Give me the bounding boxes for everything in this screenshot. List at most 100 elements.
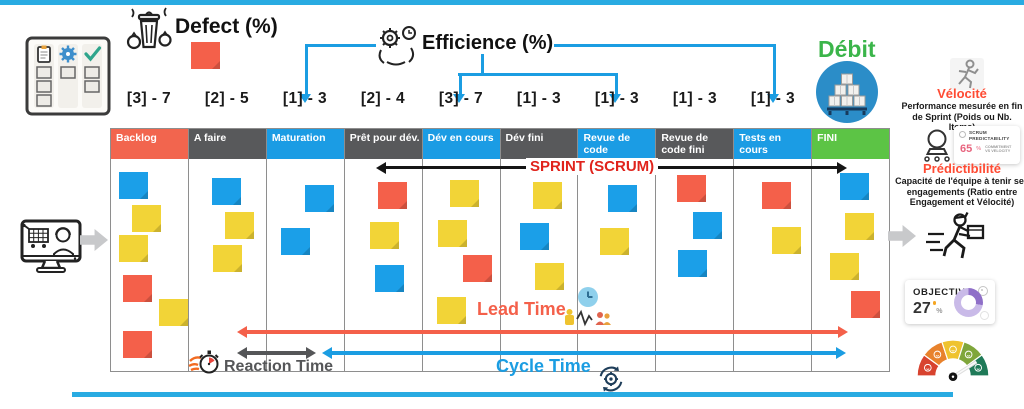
clock-icon — [577, 286, 599, 308]
sticky-note[interactable] — [123, 331, 152, 358]
kanban-board-icon — [25, 36, 111, 116]
objective-subcircle-icon — [980, 311, 989, 320]
stopwatch-icon — [188, 348, 220, 376]
cycle-time-arrowhead-left — [322, 347, 332, 359]
column-header: Backlog — [111, 129, 188, 159]
column-header: A faire — [188, 129, 266, 159]
sticky-note[interactable] — [370, 222, 399, 249]
sticky-note[interactable] — [437, 297, 466, 324]
top-divider — [0, 0, 1024, 5]
velocity-runner-icon — [950, 58, 984, 90]
objective-donut-chart — [954, 288, 983, 317]
reaction-time-arrowhead-right — [306, 347, 316, 359]
sticky-note[interactable] — [213, 245, 242, 272]
lead-time-label: Lead Time — [477, 299, 566, 319]
sticky-note[interactable] — [600, 228, 629, 255]
sticky-note[interactable] — [119, 172, 148, 199]
column-header: Maturation — [266, 129, 344, 159]
column-header: Revue de code — [578, 129, 656, 159]
predictability-widget-title: SCRUM PREDICTABILITY — [969, 130, 1010, 141]
cycle-time-arrowhead-right — [836, 347, 846, 359]
lead-time-arrow — [246, 330, 839, 334]
sticky-note[interactable] — [123, 275, 152, 302]
sticky-note[interactable] — [677, 175, 706, 202]
sticky-note[interactable] — [840, 173, 869, 200]
sticky-notes-layer — [110, 128, 890, 372]
sticky-note[interactable] — [119, 235, 148, 262]
sticky-note[interactable] — [225, 212, 254, 239]
sticky-note[interactable] — [851, 291, 880, 318]
predictability-value: 65 — [960, 143, 973, 156]
wip-limit: [1] - 3 — [282, 90, 328, 107]
sticky-note[interactable] — [608, 185, 637, 212]
sticky-note[interactable] — [535, 263, 564, 290]
trash-defect-icon — [126, 6, 172, 52]
sticky-note[interactable] — [533, 182, 562, 209]
sticky-note[interactable] — [305, 185, 334, 212]
efficience-connector-left-drop — [304, 44, 308, 94]
efficience-connector-mid — [458, 73, 618, 76]
wip-limit: [3] - 7 — [126, 90, 172, 107]
column-header: Dév en cours — [422, 129, 500, 159]
team-activity-icons — [564, 308, 612, 328]
sticky-note[interactable] — [132, 205, 161, 232]
sticky-note[interactable] — [845, 213, 874, 240]
wip-limit: [2] - 4 — [360, 90, 406, 107]
efficience-arrowhead-revue-de-code — [609, 94, 621, 103]
process-gears-icon — [596, 364, 626, 394]
predictability-caption: COMMITMENT VS VELOCITY — [985, 144, 1012, 154]
sticky-note[interactable] — [378, 182, 407, 209]
sticky-note[interactable] — [520, 223, 549, 250]
lead-time-arrowhead-right — [838, 326, 848, 338]
efficience-arrowhead-maturation — [299, 94, 311, 103]
predictability-unit: % — [976, 146, 982, 153]
wip-limit: [1] - 3 — [594, 90, 640, 107]
column-header: Revue de code fini — [656, 129, 734, 159]
sticky-note[interactable] — [772, 227, 801, 254]
objective-value: 27 — [913, 300, 931, 317]
predictability-desc: Capacité de l'équipe à tenir ses engagem… — [895, 176, 1024, 208]
sticky-note[interactable] — [438, 220, 467, 247]
reaction-time-arrowhead-left — [237, 347, 247, 359]
efficience-connector-mid-stem — [481, 54, 484, 75]
efficience-arrowhead-tests-en-cours — [767, 94, 779, 103]
sticky-note[interactable] — [693, 212, 722, 239]
wip-limit: [3] - 7 — [438, 90, 484, 107]
crystal-ball-icon — [922, 128, 952, 162]
sticky-note[interactable] — [830, 253, 859, 280]
lead-time-arrowhead-left — [237, 326, 247, 338]
defect-sticky-note[interactable] — [191, 42, 220, 69]
efficience-connector-mid-right-drop — [614, 73, 618, 94]
efficience-connector-right-drop — [772, 44, 776, 94]
reaction-time-arrow — [246, 351, 307, 355]
bottom-divider — [72, 392, 953, 397]
sticky-note[interactable] — [450, 180, 479, 207]
delivery-runner-icon — [924, 210, 988, 268]
reaction-time-label: Reaction Time — [224, 358, 334, 375]
efficience-connector-right — [554, 44, 775, 47]
sticky-note[interactable] — [678, 250, 707, 277]
sticky-note[interactable] — [762, 182, 791, 209]
sticky-note[interactable] — [463, 255, 492, 282]
sticky-note[interactable] — [212, 178, 241, 205]
sprint-arrowhead-right — [837, 161, 847, 174]
wip-limit: [1] - 3 — [516, 90, 562, 107]
wip-limits-row: [3] - 7 [2] - 5 [1] - 3 [2] - 4 [3] - 7 … — [110, 90, 890, 108]
efficience-label: Efficience (%) — [422, 32, 554, 54]
column-header: Prêt pour dév. — [344, 129, 422, 159]
predictability-title: Prédictibilité — [922, 161, 1002, 176]
efficience-icon — [374, 23, 418, 67]
column-header: Dév fini — [500, 129, 578, 159]
customer-order-icon — [20, 218, 82, 276]
sticky-note[interactable] — [375, 265, 404, 292]
objective-unit: % — [936, 308, 943, 315]
satisfaction-gauge — [914, 332, 992, 386]
sticky-note[interactable] — [159, 299, 188, 326]
wip-limit — [812, 90, 890, 108]
column-header: FINI — [812, 129, 890, 159]
wip-limit: [2] - 5 — [204, 90, 250, 107]
cycle-time-arrow — [331, 351, 837, 355]
column-header: Tests en cours — [734, 129, 812, 159]
sticky-note[interactable] — [281, 228, 310, 255]
